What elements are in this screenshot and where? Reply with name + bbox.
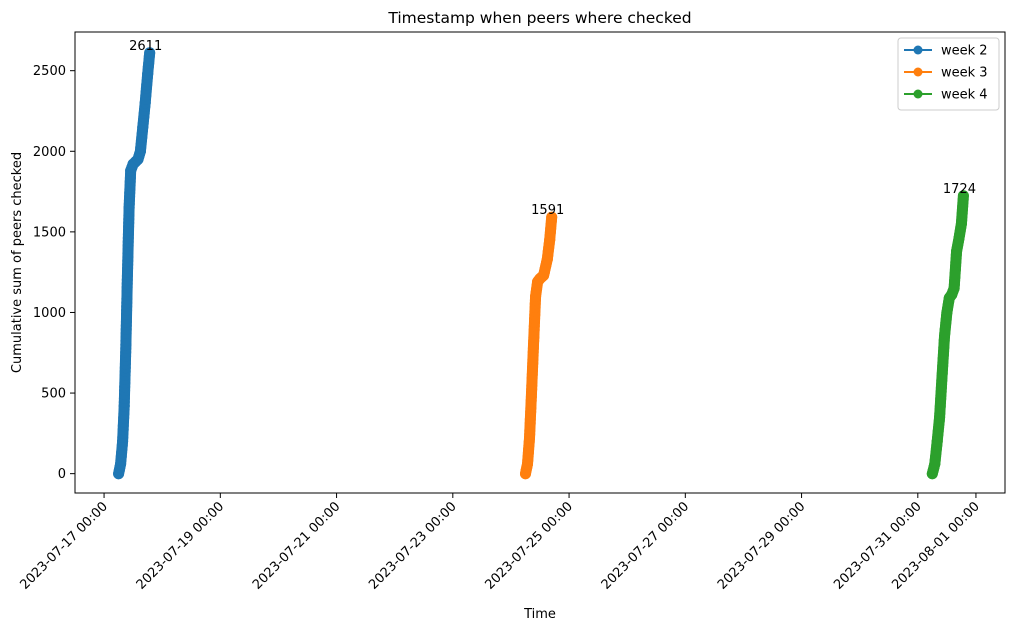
legend-box [897, 37, 1000, 111]
legend-label: week 4 [941, 88, 988, 103]
x-tick-label: 2023-07-27 00:00 [599, 499, 692, 592]
x-tick-label: 2023-07-25 00:00 [482, 499, 575, 592]
legend-item: week 4 [904, 88, 988, 103]
legend-marker [913, 89, 923, 99]
chart-title: Timestamp when peers where checked [387, 9, 691, 27]
y-tick-label: 1500 [33, 225, 66, 240]
y-tick-label: 0 [58, 467, 66, 482]
legend-item: week 2 [904, 44, 988, 59]
plot-area: 2611 1591 1724 [113, 39, 976, 480]
series-week-4 [926, 190, 969, 480]
legend-item: week 3 [904, 66, 988, 81]
y-tick-label: 2000 [33, 145, 66, 160]
data-point [957, 190, 969, 202]
y-tick-label: 1000 [33, 306, 66, 321]
y-tick-label: 500 [41, 387, 66, 402]
x-tick-label: 2023-07-23 00:00 [366, 499, 459, 592]
y-axis-label: Cumulative sum of peers checked [10, 152, 25, 373]
x-tick-label: 2023-07-29 00:00 [715, 499, 808, 592]
legend: week 2 week 3 week 4 [897, 37, 1000, 111]
annotation-label: 2611 [129, 39, 162, 54]
y-tick-label: 2500 [33, 64, 66, 79]
legend-marker [913, 45, 923, 55]
legend-label: week 2 [941, 44, 988, 59]
x-tick-label: 2023-07-21 00:00 [250, 499, 343, 592]
x-tick-label: 2023-07-17 00:00 [17, 499, 110, 592]
y-axis: 0 500 1000 1500 2000 2500 [33, 64, 75, 482]
annotation-label: 1591 [531, 203, 564, 218]
x-axis-label: Time [523, 607, 556, 622]
data-point [144, 47, 156, 59]
x-axis: 2023-07-17 00:00 2023-07-19 00:00 2023-07-… [17, 493, 983, 593]
data-point [546, 211, 558, 223]
legend-marker [913, 67, 923, 77]
plot-frame [74, 31, 1006, 494]
series-week-3 [520, 211, 558, 480]
series-week-2 [113, 47, 156, 480]
annotation-label: 1724 [943, 182, 976, 197]
legend-label: week 3 [941, 66, 988, 81]
x-tick-label: 2023-07-19 00:00 [134, 499, 227, 592]
